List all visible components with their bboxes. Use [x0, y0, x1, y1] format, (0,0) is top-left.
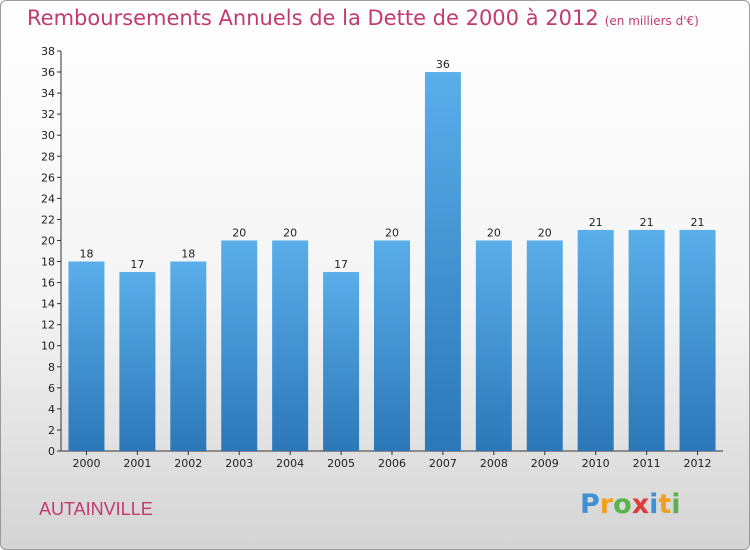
x-tick-label: 2001: [123, 457, 151, 470]
y-tick-label: 30: [41, 129, 55, 142]
chart-title: Remboursements Annuels de la Dette de 20…: [27, 6, 699, 30]
y-tick-label: 24: [41, 192, 55, 205]
bar: [272, 240, 309, 451]
y-tick-label: 4: [48, 403, 55, 416]
x-tick-label: 2012: [684, 457, 712, 470]
bars: [68, 72, 716, 451]
x-tick-label: 2006: [378, 457, 406, 470]
bar: [119, 272, 156, 451]
logo-letter: o: [613, 489, 632, 520]
y-tick-label: 16: [41, 277, 55, 290]
y-tick-label: 22: [41, 213, 55, 226]
logo-letter: i: [671, 489, 681, 520]
bar: [628, 229, 665, 451]
commune-name: AUTAINVILLE: [39, 499, 153, 519]
bar: [323, 272, 360, 451]
y-tick-label: 8: [48, 361, 55, 374]
bar: [475, 240, 512, 451]
data-label: 17: [334, 258, 348, 271]
y-tick-label: 38: [41, 45, 55, 58]
unit-label: (en milliers d'€): [604, 14, 699, 28]
logo-letter: r: [599, 489, 614, 520]
proxiti-logo: Proxiti: [580, 489, 681, 520]
logo-letter: P: [580, 489, 600, 520]
bar: [424, 72, 461, 451]
data-label: 18: [79, 248, 93, 261]
data-label: 36: [436, 58, 450, 71]
x-tick-label: 2010: [582, 457, 610, 470]
y-tick-label: 12: [41, 319, 55, 332]
y-tick-label: 2: [48, 424, 55, 437]
y-tick-label: 0: [48, 445, 55, 458]
y-tick-label: 36: [41, 66, 55, 79]
data-label: 21: [640, 216, 654, 229]
data-label: 20: [232, 226, 246, 239]
data-label: 17: [130, 258, 144, 271]
data-label: 20: [538, 226, 552, 239]
data-label: 18: [181, 248, 195, 261]
y-tick-label: 10: [41, 340, 55, 353]
logo-letter: t: [658, 489, 672, 520]
data-label: 20: [385, 226, 399, 239]
y-tick-label: 6: [48, 382, 55, 395]
bar: [526, 240, 563, 451]
y-tick-label: 28: [41, 150, 55, 163]
y-tick-label: 32: [41, 108, 55, 121]
x-tick-label: 2007: [429, 457, 457, 470]
x-tick-label: 2005: [327, 457, 355, 470]
x-tick-label: 2000: [72, 457, 100, 470]
bar: [221, 240, 258, 451]
y-tick-label: 18: [41, 256, 55, 269]
x-tick-label: 2002: [174, 457, 202, 470]
x-tick-label: 2009: [531, 457, 559, 470]
y-tick-label: 14: [41, 298, 55, 311]
data-labels: 18 17 18 20 20 17 20 36 20 20 21 21 21: [79, 58, 704, 271]
x-tick-label: 2008: [480, 457, 508, 470]
bar: [68, 261, 105, 451]
y-tick-label: 20: [41, 234, 55, 247]
y-tick-label: 26: [41, 171, 55, 184]
data-label: 20: [283, 226, 297, 239]
logo-letter: i: [649, 489, 659, 520]
data-label: 21: [691, 216, 705, 229]
logo-letter: x: [631, 489, 650, 520]
title-text: Remboursements Annuels de la Dette de 20…: [27, 6, 599, 30]
bar: [170, 261, 207, 451]
data-label: 21: [589, 216, 603, 229]
data-label: 20: [487, 226, 501, 239]
x-tick-label: 2003: [225, 457, 253, 470]
bar: [577, 229, 614, 451]
bar: [374, 240, 410, 451]
bar: [679, 229, 716, 451]
x-tick-label: 2011: [633, 457, 661, 470]
x-tick-label: 2004: [276, 457, 304, 470]
y-tick-label: 34: [41, 87, 55, 100]
